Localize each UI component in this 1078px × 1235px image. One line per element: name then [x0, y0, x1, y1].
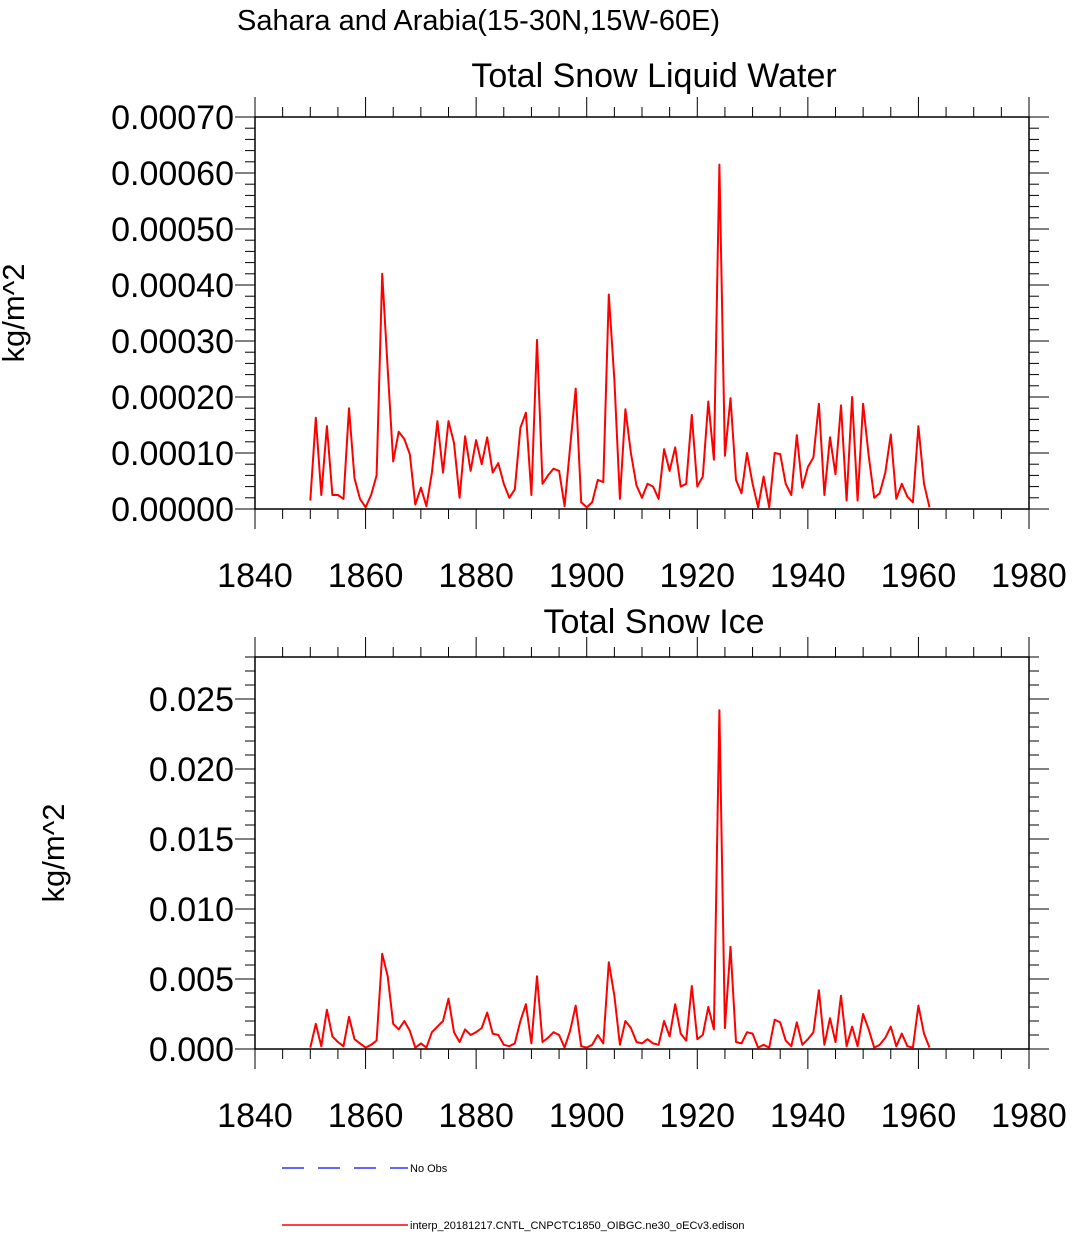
plot-frame [254, 116, 1030, 510]
chart-title: Total Snow Ice [543, 603, 764, 641]
y-tick-label: 0.020 [149, 751, 234, 789]
chart-title: Total Snow Liquid Water [471, 57, 836, 95]
y-tick-label: 0.025 [149, 681, 234, 719]
y-tick-label: 0.00050 [111, 211, 234, 249]
y-tick-label: 0.00000 [111, 491, 234, 529]
y-tick-label: 0.000 [149, 1031, 234, 1069]
x-tick-label: 1960 [881, 557, 957, 595]
y-tick-label: 0.00020 [111, 379, 234, 417]
legend-item-no-obs: No Obs [282, 1163, 448, 1175]
x-tick-label: 1840 [217, 557, 293, 595]
x-tick-label: 1880 [438, 557, 514, 595]
tick-marks [235, 637, 1049, 1069]
x-tick-label: 1920 [659, 1097, 735, 1135]
x-tick-label: 1900 [549, 557, 625, 595]
x-tick-label: 1900 [549, 1097, 625, 1135]
legend-item-model-run: interp_20181217.CNTL_CNPCTC1850_OIBGC.ne… [282, 1220, 744, 1232]
y-tick-label: 0.015 [149, 821, 234, 859]
x-tick-label: 1980 [991, 1097, 1067, 1135]
y-axis-label: kg/m^2 [0, 264, 31, 363]
y-tick-label: 0.00030 [111, 323, 234, 361]
y-tick-label: 0.00060 [111, 155, 234, 193]
y-tick-label: 0.00010 [111, 435, 234, 473]
plot-frame [254, 656, 1030, 1050]
tick-marks [235, 97, 1049, 529]
x-tick-label: 1880 [438, 1097, 514, 1135]
panel-total-snow-liquid-water: Total Snow Liquid Water kg/m^2 1840 1860 188… [0, 57, 1067, 595]
y-tick-label: 0.010 [149, 891, 234, 929]
series-line [309, 709, 931, 1049]
x-tick-label: 1920 [659, 557, 735, 595]
y-tick-label: 0.00070 [111, 99, 234, 137]
y-tick-label: 0.00040 [111, 267, 234, 305]
series-line [309, 163, 931, 509]
region-title: Sahara and Arabia(15-30N,15W-60E) [237, 5, 720, 37]
y-axis-label: kg/m^2 [36, 804, 71, 903]
x-tick-label: 1840 [217, 1097, 293, 1135]
legend-label-no-obs: No Obs [410, 1163, 448, 1175]
x-tick-label: 1860 [328, 557, 404, 595]
panel-total-snow-ice: Total Snow Ice kg/m^2 1840 1860 1880 1900 1920… [36, 603, 1067, 1135]
y-tick-label: 0.005 [149, 961, 234, 999]
legend: No Obs interp_20181217.CNTL_CNPCTC1850_O… [282, 1163, 744, 1232]
x-tick-label: 1940 [770, 1097, 846, 1135]
legend-label-model-run: interp_20181217.CNTL_CNPCTC1850_OIBGC.ne… [410, 1220, 744, 1232]
x-tick-label: 1860 [328, 1097, 404, 1135]
x-tick-label: 1940 [770, 557, 846, 595]
x-tick-label: 1980 [991, 557, 1067, 595]
x-tick-label: 1960 [881, 1097, 957, 1135]
